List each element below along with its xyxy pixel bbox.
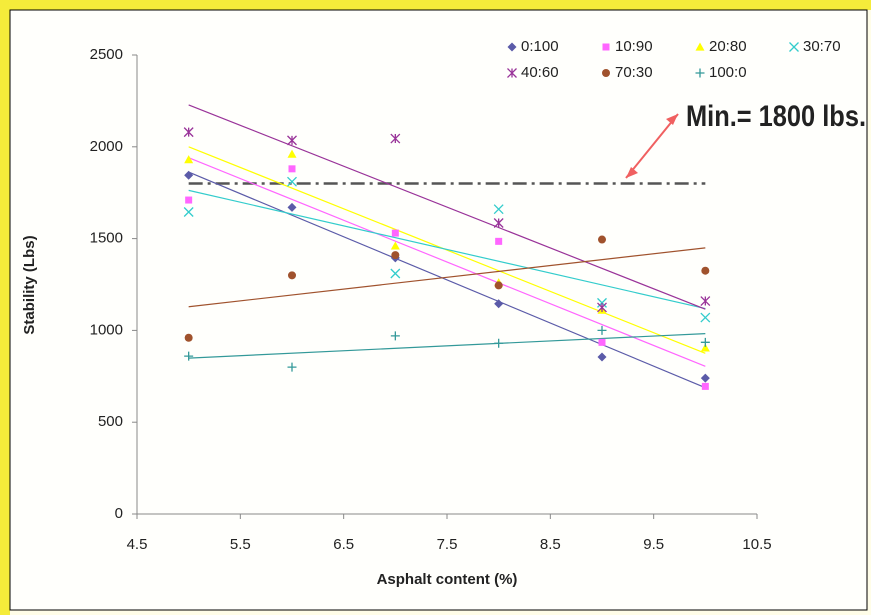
point bbox=[391, 251, 399, 259]
x-tick-label: 6.5 bbox=[333, 536, 354, 553]
point bbox=[701, 267, 709, 275]
point bbox=[599, 339, 606, 346]
y-tick-label: 500 bbox=[98, 413, 123, 430]
y-tick-label: 2000 bbox=[90, 138, 123, 155]
point bbox=[185, 334, 193, 342]
legend-label: 70:30 bbox=[615, 64, 653, 81]
y-tick-label: 1500 bbox=[90, 230, 123, 247]
point bbox=[185, 197, 192, 204]
page: Stability (Lbs) Asphalt content (%) 0 500… bbox=[0, 0, 871, 615]
x-tick-label: 8.5 bbox=[540, 536, 561, 553]
legend-label: 20:80 bbox=[709, 38, 747, 55]
legend-label: 30:70 bbox=[803, 38, 841, 55]
y-tick-label: 1000 bbox=[90, 321, 123, 338]
y-tick-label: 0 bbox=[115, 505, 123, 522]
annotation: Min.= 1800 lbs. bbox=[686, 100, 866, 133]
y-axis-label: Stability (Lbs) bbox=[21, 235, 38, 334]
top-band bbox=[0, 0, 871, 10]
x-tick-label: 7.5 bbox=[437, 536, 458, 553]
legend-marker bbox=[602, 69, 610, 77]
legend-label: 40:60 bbox=[521, 64, 559, 81]
legend-label: 10:90 bbox=[615, 38, 653, 55]
point bbox=[392, 230, 399, 237]
x-tick-label: 10.5 bbox=[742, 536, 771, 553]
x-tick-label: 4.5 bbox=[127, 536, 148, 553]
point bbox=[495, 238, 502, 245]
x-tick-label: 5.5 bbox=[230, 536, 251, 553]
legend-label: 0:100 bbox=[521, 38, 559, 55]
legend-label: 100:0 bbox=[709, 64, 747, 81]
left-band bbox=[0, 0, 10, 615]
x-tick-label: 9.5 bbox=[643, 536, 664, 553]
point bbox=[495, 281, 503, 289]
x-axis-label: Asphalt content (%) bbox=[377, 571, 518, 588]
point bbox=[702, 383, 709, 390]
point bbox=[288, 271, 296, 279]
chart: Stability (Lbs) Asphalt content (%) 0 500… bbox=[0, 0, 871, 615]
y-tick-label: 2500 bbox=[90, 46, 123, 63]
point bbox=[598, 236, 606, 244]
point bbox=[289, 165, 296, 172]
legend-marker bbox=[603, 44, 610, 51]
